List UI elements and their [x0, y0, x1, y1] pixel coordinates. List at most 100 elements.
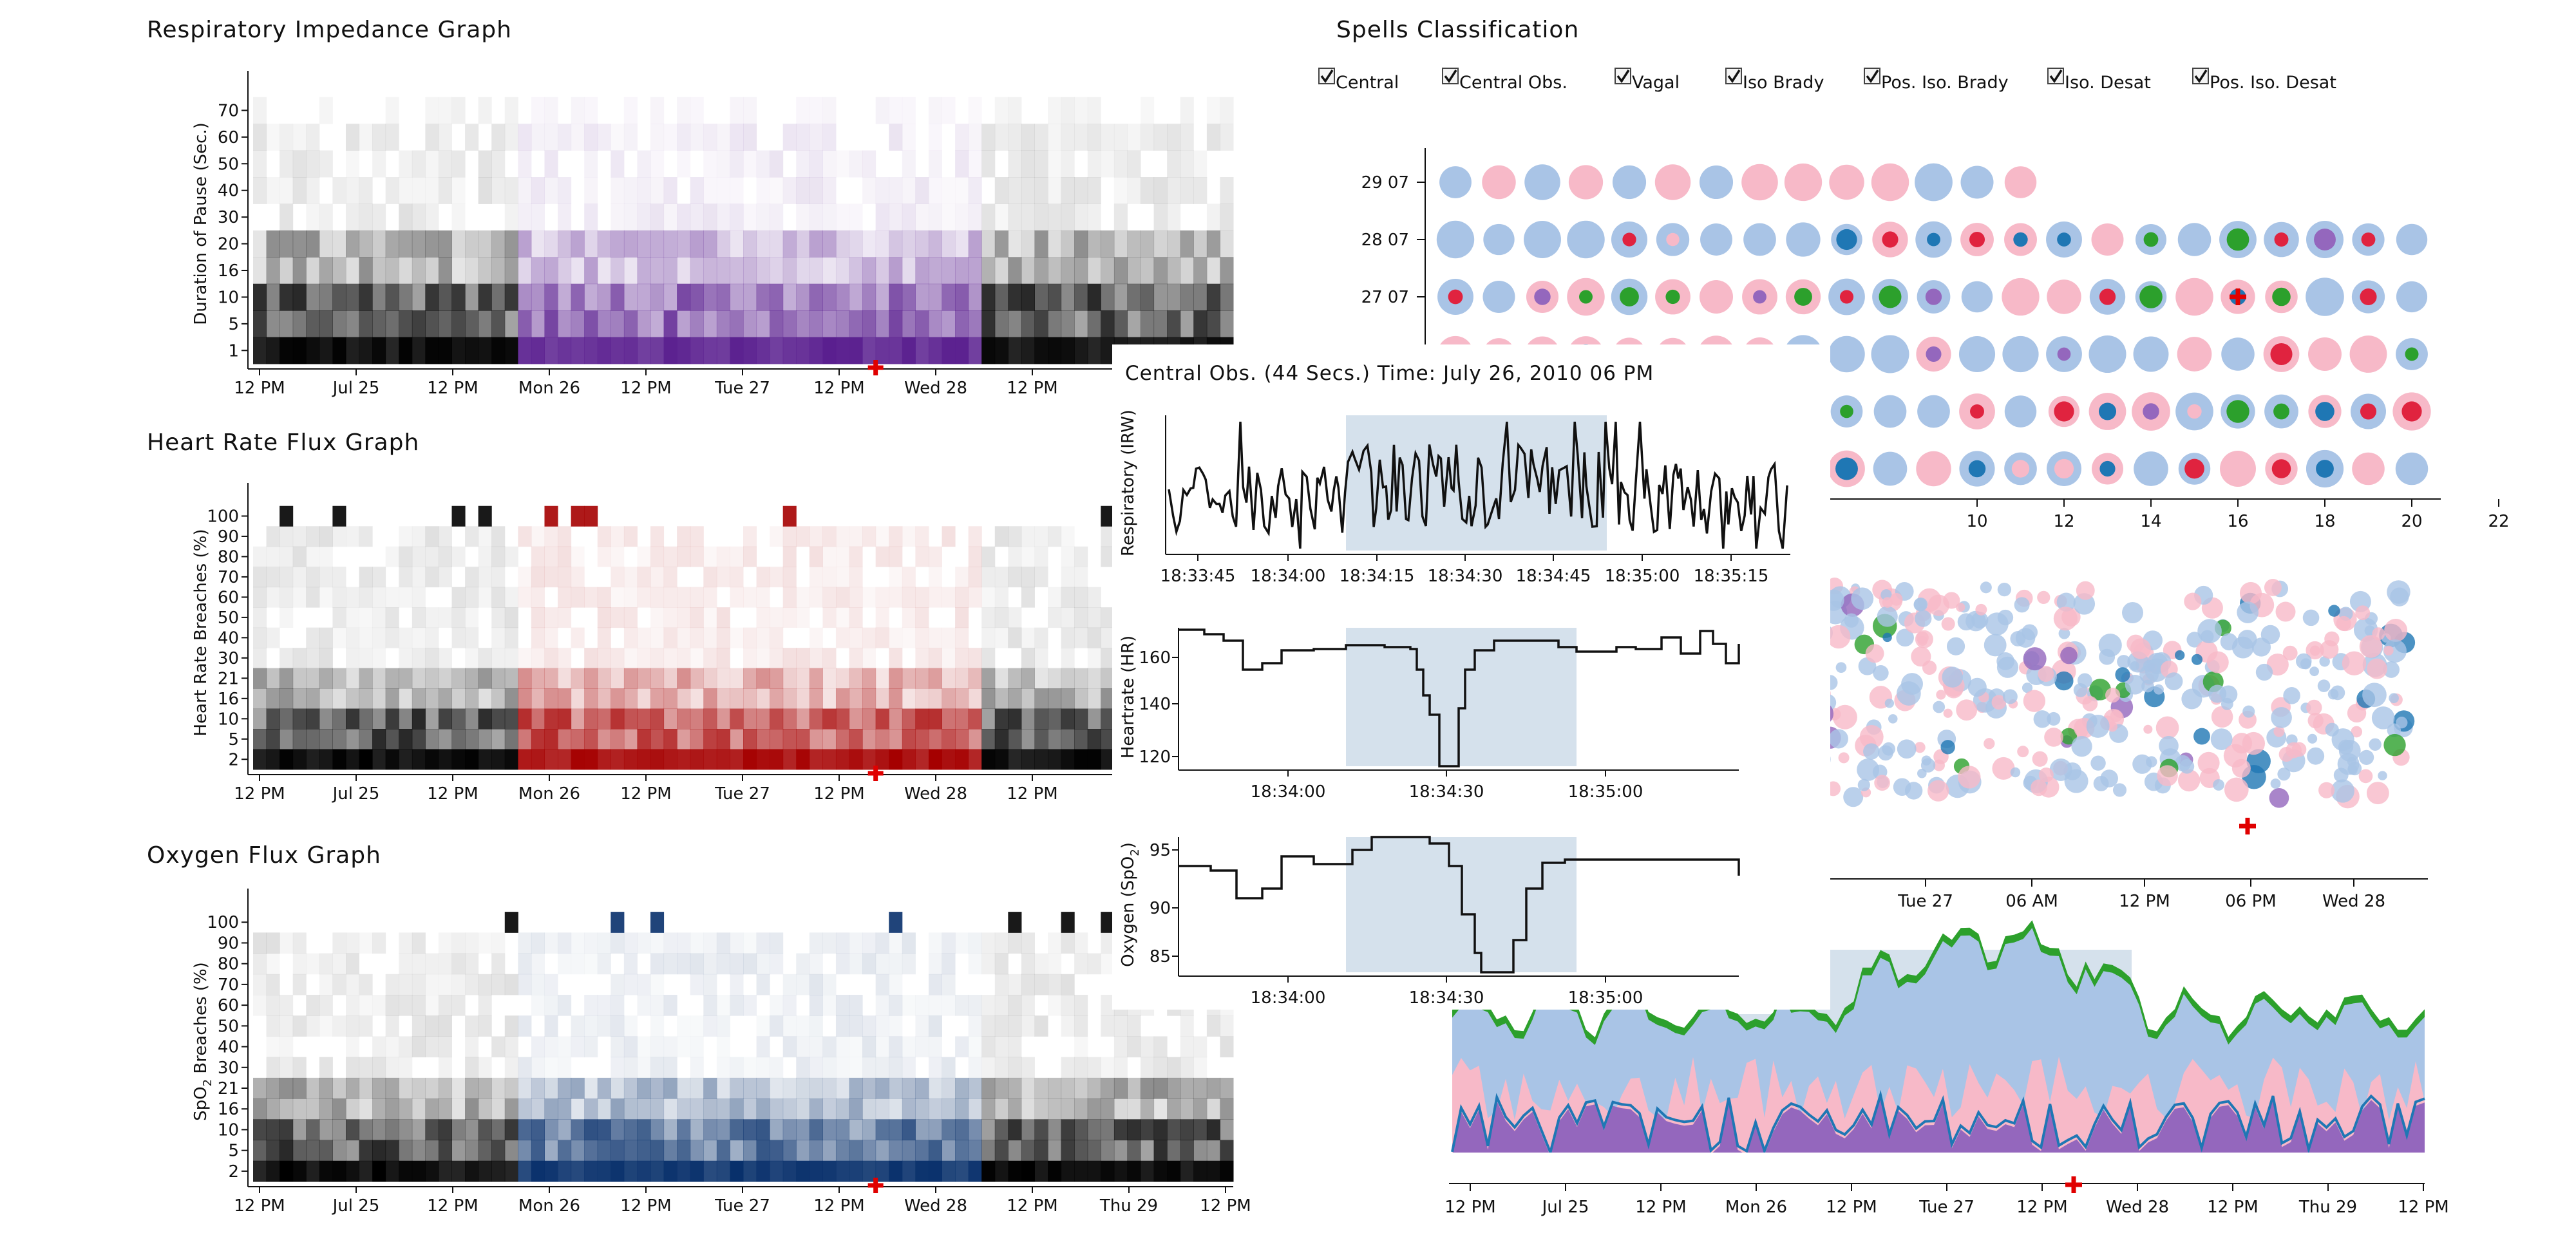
heatmap-cell	[1021, 150, 1035, 178]
spell-point	[2237, 601, 2259, 623]
heatmap-cell	[690, 230, 704, 258]
heatmap-cell	[1087, 688, 1101, 710]
heatmap-cell	[994, 587, 1009, 608]
filter-checkbox-3[interactable]: Iso Brady	[1725, 68, 1824, 93]
filter-checkbox-0[interactable]: Central	[1318, 68, 1399, 93]
heatmap-cell	[809, 1160, 823, 1182]
heatmap-cell	[518, 203, 532, 231]
x-tick-label: 12 PM	[234, 1196, 285, 1216]
x-tick-label: Jul 25	[1541, 1198, 1589, 1217]
heatmap-cell	[994, 1036, 1009, 1058]
heatmap-cell	[875, 749, 889, 770]
heatmap-cell	[875, 97, 889, 124]
checkbox-checkmark	[2194, 70, 2208, 84]
heatmap-cell	[584, 749, 598, 770]
x-tick-label: 18	[2314, 512, 2335, 531]
heatmap-cell	[1034, 1140, 1048, 1162]
heatmap-cell	[942, 587, 956, 608]
y-tick-label: 60	[218, 128, 239, 147]
heatmap-cell	[875, 1140, 889, 1162]
heatmap-cell	[372, 627, 386, 648]
heatmap-cell	[306, 567, 320, 588]
heatmap-cell	[412, 1140, 426, 1162]
heatmap-cell	[491, 283, 506, 311]
heatmap-cell	[332, 177, 346, 204]
heatmap-cell	[955, 932, 969, 954]
heatmap-cell	[1021, 668, 1035, 689]
heatmap-cell	[1220, 177, 1234, 204]
heatmap-cell	[915, 648, 929, 669]
spell-point	[2366, 782, 2389, 805]
x-tick-label: 22	[2488, 512, 2509, 531]
heatmap-cell	[412, 283, 426, 311]
heatmap-cell	[955, 729, 969, 750]
filter-checkbox-2[interactable]: Vagal	[1615, 68, 1680, 93]
heatmap-cell	[889, 749, 903, 770]
heatmap-cell	[730, 230, 744, 258]
heatmap-cell	[889, 526, 903, 547]
heatmap-cell	[306, 708, 320, 730]
heatmap-cell	[279, 932, 294, 954]
heatmap-cell	[451, 283, 466, 311]
heatmap-cell	[438, 995, 453, 1016]
x-tick-label: 12 PM	[813, 784, 864, 804]
heatmap-cell	[1180, 1077, 1194, 1099]
spell-point	[1943, 708, 1953, 718]
heatmap-cell	[1101, 1077, 1115, 1099]
heatmap-cell	[902, 337, 916, 364]
filter-checkbox-6[interactable]: Pos. Iso. Desat	[2192, 68, 2336, 93]
heatmap-cell	[1180, 283, 1194, 311]
heatmap-cell	[822, 150, 837, 178]
heatmap-cell	[1074, 708, 1088, 730]
heatmap-cell	[756, 283, 770, 311]
heatmap-cell	[491, 729, 506, 750]
heatmap-cell	[253, 177, 267, 204]
spell-point	[1942, 666, 1964, 688]
heatmap-cell	[1074, 283, 1088, 311]
heatmap-cell	[1180, 1098, 1194, 1120]
spell-point	[2282, 645, 2298, 661]
heatmap-cell	[438, 526, 453, 547]
heatmap-cell	[822, 1057, 837, 1079]
heatmap-cell	[716, 708, 730, 730]
spell-point	[2099, 648, 2116, 665]
heatmap-cell	[915, 668, 929, 689]
spell-point	[2302, 609, 2320, 626]
heatmap-cell	[822, 177, 837, 204]
heatmap-cell	[623, 97, 638, 124]
heatmap-cell	[663, 607, 677, 628]
heatmap-cell	[637, 230, 651, 258]
heatmap-cell	[743, 1077, 757, 1099]
heatmap-cell	[465, 749, 479, 770]
heatmap-cell	[875, 310, 889, 338]
heatmap-cell	[372, 587, 386, 608]
heatmap-cell	[822, 1160, 837, 1182]
heatmap-cell	[465, 627, 479, 648]
heatmap-cell	[1048, 177, 1062, 204]
spell-point	[2193, 728, 2210, 745]
heatmap-cell	[942, 257, 956, 285]
heatmap-cell	[1167, 310, 1181, 338]
heatmap-cell	[703, 150, 717, 178]
heatmap-cell	[849, 283, 863, 311]
heatmap-cell	[1141, 1057, 1155, 1079]
filter-checkbox-5[interactable]: Iso. Desat	[2047, 68, 2151, 93]
heatmap-cell	[623, 203, 638, 231]
heatmap-cell	[544, 708, 558, 730]
heatmap-cell	[491, 587, 506, 608]
filter-checkbox-4[interactable]: Pos. Iso. Brady	[1864, 68, 2009, 93]
spell-point	[2130, 661, 2139, 671]
heatmap-cell	[544, 337, 558, 364]
heatmap-cell	[372, 283, 386, 311]
heatmap-cell	[1048, 974, 1062, 995]
heatmap-cell	[690, 337, 704, 364]
spell-point	[1967, 677, 1987, 697]
filter-checkbox-1[interactable]: Central Obs.	[1442, 68, 1567, 93]
heatmap-cell	[292, 1077, 307, 1099]
heatmap-cell	[770, 729, 784, 750]
spell-point	[2309, 645, 2320, 656]
heatmap-cell	[491, 546, 506, 567]
heatmap-cell	[822, 230, 837, 258]
heatmap-cell	[915, 337, 929, 364]
